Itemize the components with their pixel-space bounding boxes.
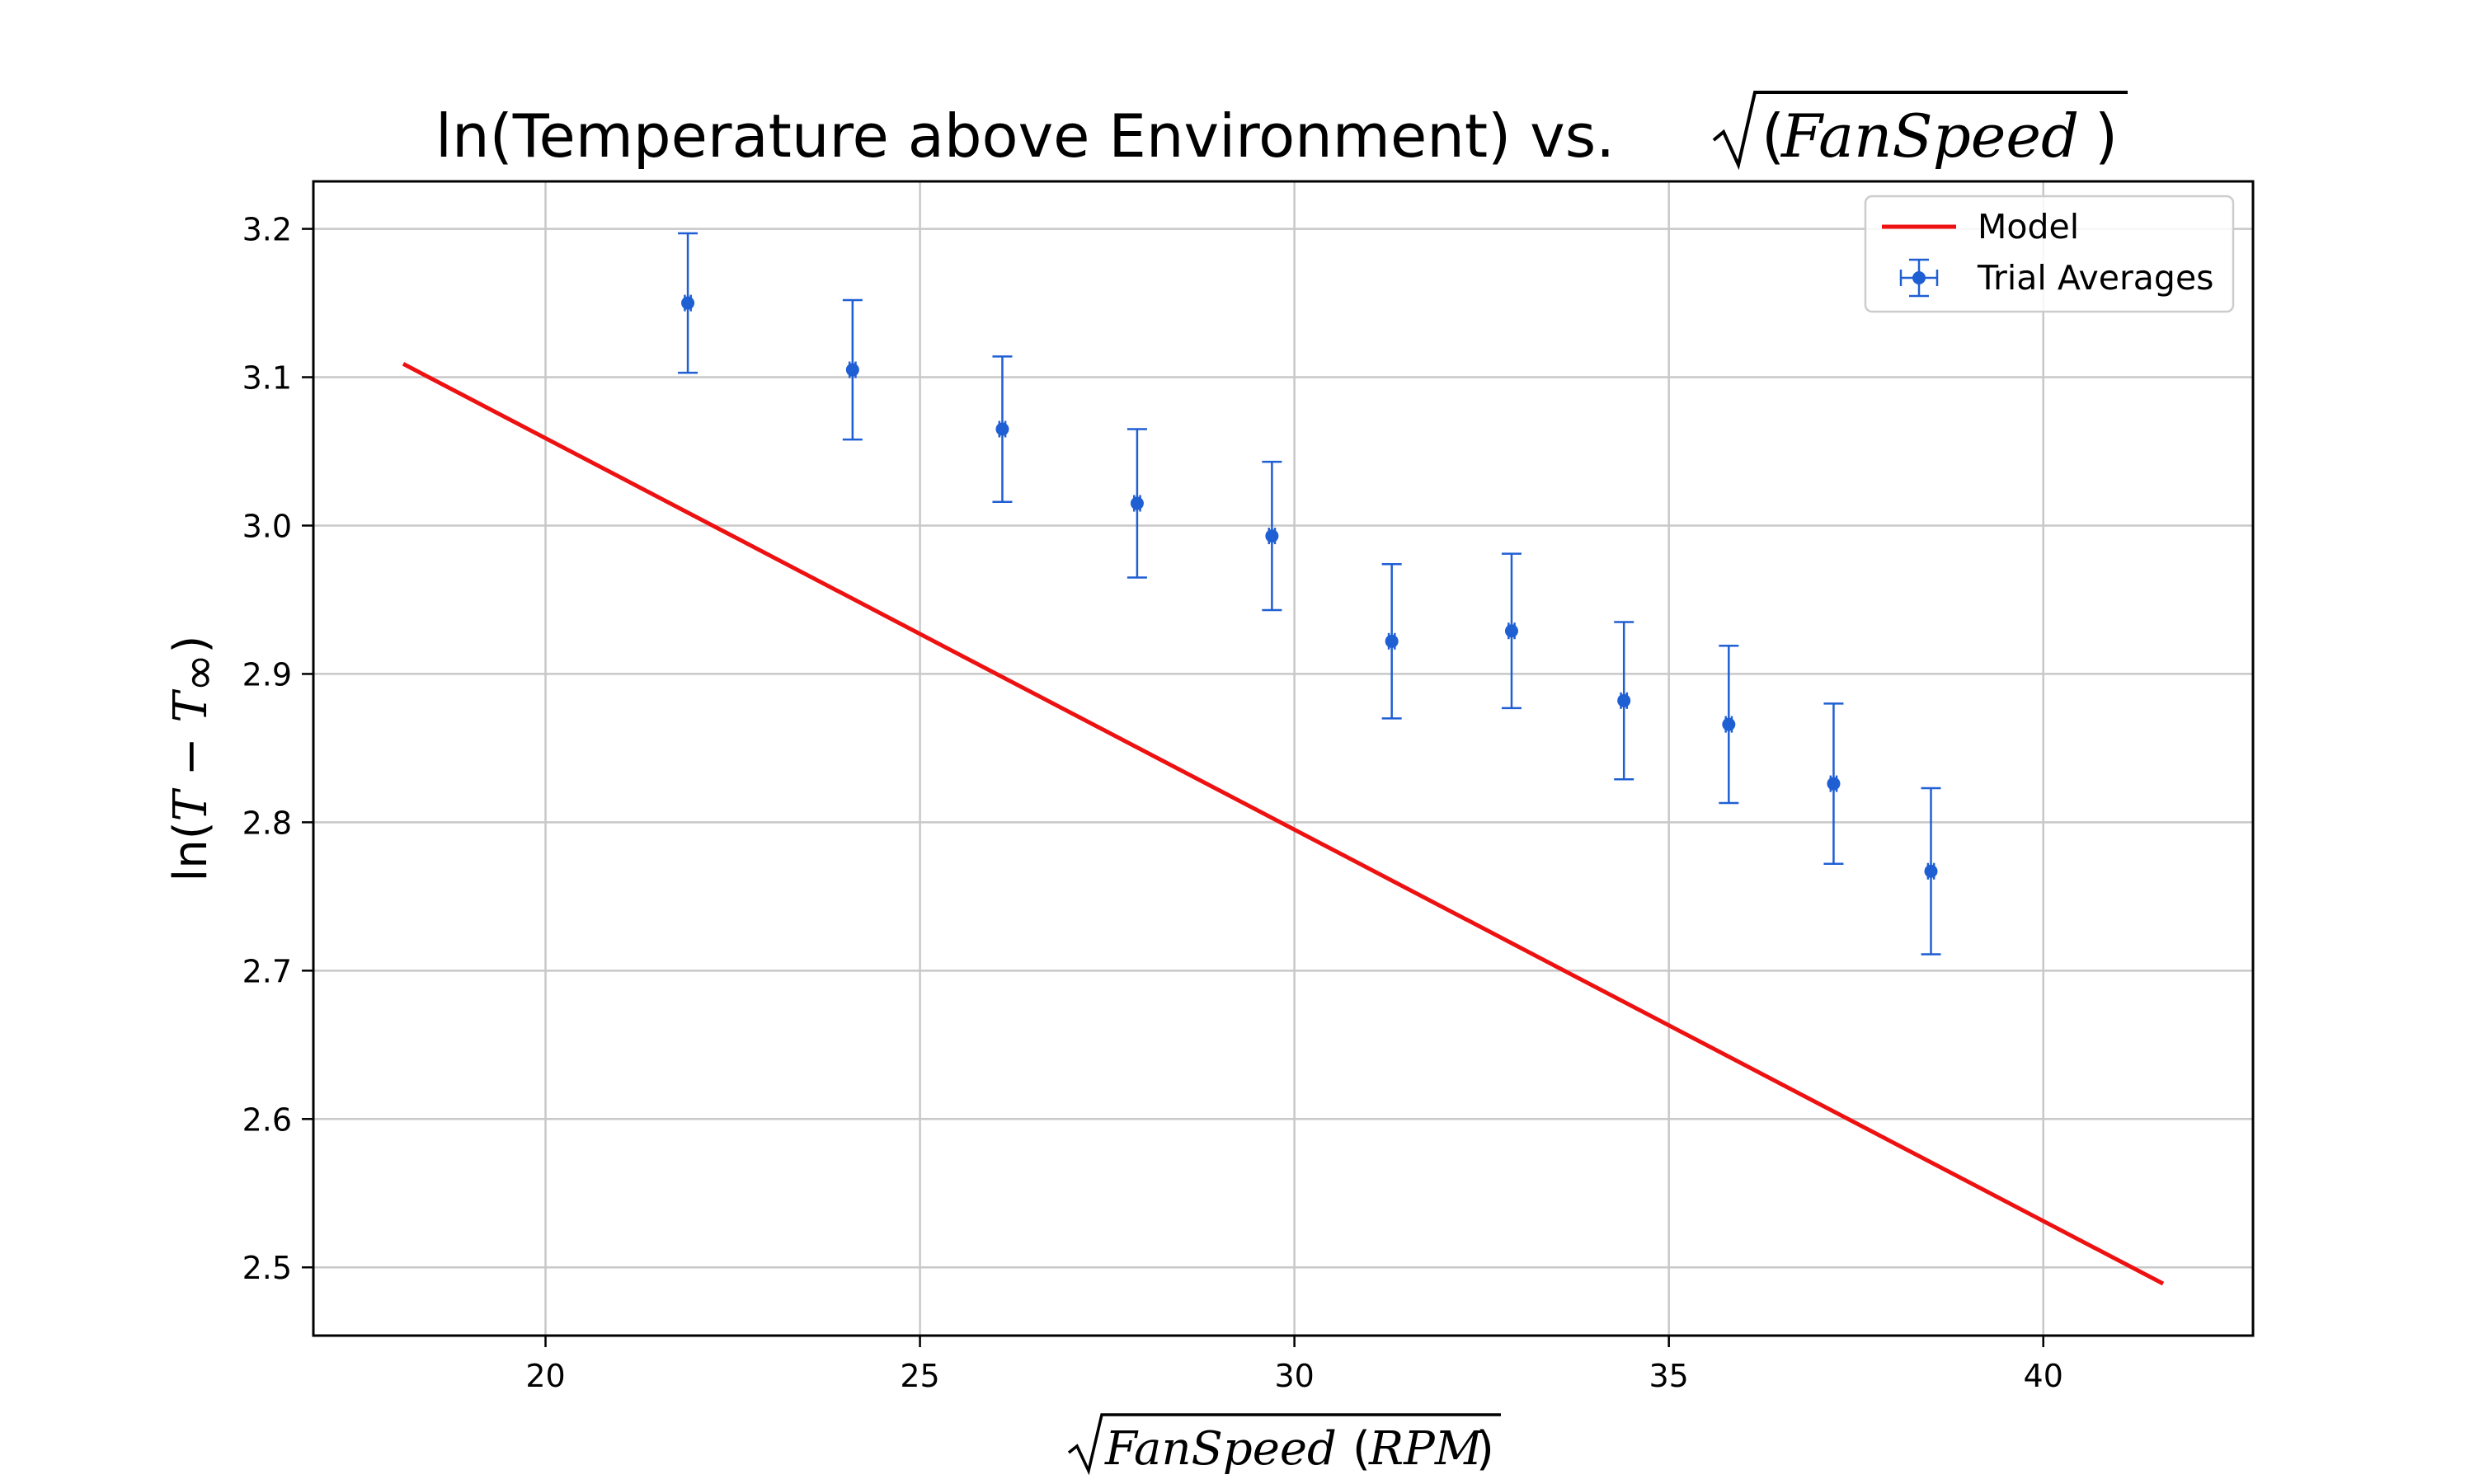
x-label-open: ( — [1352, 1422, 1371, 1476]
trial-marker — [845, 363, 859, 377]
trial-marker — [681, 296, 695, 310]
x-tick-label: 25 — [900, 1358, 939, 1394]
y-tick-label: 3.1 — [242, 360, 292, 397]
chart-title: ln(Temperature above Environment) vs. ( … — [435, 91, 2128, 171]
trial-point — [1126, 428, 1147, 579]
y-tick-label: 3.2 — [242, 212, 292, 248]
y-tick-label: 2.5 — [242, 1250, 292, 1286]
y-axis-label: ln(T − T∞) — [164, 636, 226, 882]
legend-trial-marker — [1899, 258, 1939, 298]
x-label-sqrt-sign — [1067, 1413, 1501, 1476]
y-label-close: ) — [164, 636, 218, 654]
y-label-sub: ∞ — [172, 654, 226, 693]
series-layer — [402, 232, 2165, 1286]
trial-marker — [1385, 634, 1399, 648]
trial-point — [1501, 552, 1522, 710]
trial-point — [1262, 460, 1282, 612]
x-tick-label: 40 — [2024, 1358, 2063, 1394]
trial-marker — [1504, 624, 1518, 638]
x-axis-label: FanSpeed ( RPM ) — [1067, 1413, 1501, 1476]
trial-point — [1381, 563, 1402, 720]
x-axis: 20 25 30 35 40 — [525, 1336, 2063, 1394]
title-sqrt-arg: FanSpeed — [1780, 101, 2079, 171]
y-tick-label: 2.6 — [242, 1101, 292, 1138]
grid — [313, 181, 2253, 1336]
y-tick-label: 2.9 — [242, 656, 292, 693]
trial-marker — [1130, 496, 1144, 510]
title-sqrt-open: ( — [1761, 101, 1785, 171]
trial-point — [842, 298, 863, 441]
x-tick-label: 35 — [1649, 1358, 1688, 1394]
title-sqrt-close: ) — [2095, 101, 2118, 171]
y-tick-label: 2.8 — [242, 805, 292, 841]
y-tick-label: 3.0 — [242, 508, 292, 544]
trial-point — [1823, 702, 1844, 866]
title-sqrt-sign — [1712, 91, 2128, 171]
trial-marker — [995, 422, 1009, 436]
trial-point — [992, 355, 1013, 503]
trial-marker — [1924, 864, 1938, 878]
trial-marker — [1265, 529, 1279, 543]
x-label-close: ) — [1476, 1422, 1494, 1476]
y-label-t2: T — [164, 689, 218, 723]
trial-marker — [1617, 693, 1631, 707]
y-label-minus: − — [164, 723, 218, 791]
y-tick-label: 2.7 — [242, 953, 292, 989]
x-label-var: FanSpeed — [1104, 1422, 1337, 1476]
trial-point — [1719, 644, 1739, 805]
y-label-prefix: ln( — [164, 821, 218, 881]
trial-marker — [1827, 777, 1841, 791]
plot-frame — [312, 180, 2255, 1337]
model-line — [402, 362, 2165, 1286]
legend-trial-label: Trial Averages — [1977, 258, 2214, 298]
x-tick-label: 30 — [1274, 1358, 1314, 1394]
trial-marker — [1722, 717, 1736, 731]
trial-point — [678, 232, 698, 374]
title-prefix: ln(Temperature above Environment) vs. — [435, 101, 1615, 171]
y-label-t: T — [164, 787, 218, 821]
legend: Model Trial Averages — [1864, 195, 2235, 313]
trial-point — [1614, 621, 1634, 781]
y-axis: 2.5 2.6 2.7 2.8 2.9 3.0 3.1 3.2 — [242, 212, 313, 1286]
x-tick-label: 20 — [525, 1358, 565, 1394]
trial-point — [1921, 787, 1941, 956]
x-label-unit: RPM — [1368, 1422, 1484, 1476]
y-label-text: ln(T − T∞) — [164, 636, 226, 882]
legend-box — [1864, 195, 2235, 313]
legend-model-label: Model — [1978, 207, 2079, 247]
